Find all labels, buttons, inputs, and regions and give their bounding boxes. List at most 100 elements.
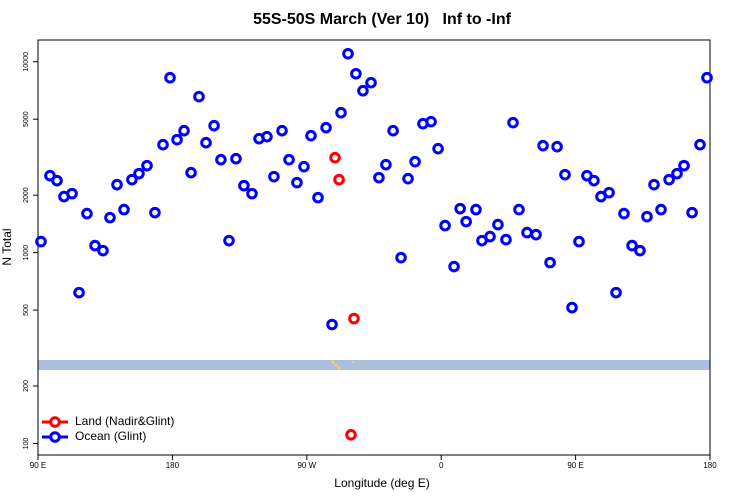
point	[678, 159, 690, 172]
point	[432, 142, 444, 155]
point	[81, 207, 93, 220]
point	[380, 158, 392, 171]
point	[157, 138, 169, 151]
point	[701, 71, 713, 84]
point	[230, 152, 242, 165]
point	[193, 90, 205, 103]
point	[492, 218, 504, 231]
point	[215, 153, 227, 166]
point	[603, 186, 615, 199]
point	[507, 116, 519, 129]
y-tick-label: 10000	[23, 52, 30, 72]
y-tick-label: 2000	[23, 187, 30, 203]
point	[149, 206, 161, 219]
point	[588, 174, 600, 187]
point	[342, 47, 354, 60]
point	[425, 115, 437, 128]
point	[566, 301, 578, 314]
point	[291, 176, 303, 189]
point	[573, 235, 585, 248]
point	[66, 187, 78, 200]
point	[439, 219, 451, 232]
legend-marker	[49, 416, 61, 428]
plot-frame	[37, 39, 711, 456]
point	[51, 174, 63, 187]
point	[118, 203, 130, 216]
x-tick-label: 90 E	[567, 461, 583, 470]
point	[648, 178, 660, 191]
legend-marker	[49, 431, 61, 443]
point	[312, 191, 324, 204]
point	[164, 71, 176, 84]
x-tick-label: 180	[166, 461, 180, 470]
point	[268, 170, 280, 183]
band	[38, 360, 710, 370]
point	[305, 129, 317, 142]
y-tick-label: 100	[23, 438, 30, 450]
point	[618, 207, 630, 220]
point	[261, 130, 273, 143]
point	[365, 76, 377, 89]
point	[373, 171, 385, 184]
point	[671, 167, 683, 180]
point	[200, 136, 212, 149]
point	[126, 173, 138, 186]
point	[333, 173, 345, 186]
point	[454, 202, 466, 215]
point	[460, 215, 472, 228]
point	[530, 228, 542, 241]
point	[663, 173, 675, 186]
point	[223, 234, 235, 247]
x-tick-label: 90 E	[30, 461, 46, 470]
point	[73, 286, 85, 299]
x-tick-label: 0	[439, 461, 444, 470]
point	[387, 124, 399, 137]
point	[350, 67, 362, 80]
point	[97, 244, 109, 257]
point	[35, 235, 47, 248]
point	[634, 244, 646, 257]
point	[641, 210, 653, 223]
point	[298, 160, 310, 173]
point	[348, 312, 360, 325]
legend-label: Ocean (Glint)	[75, 429, 146, 443]
y-tick-label: 5000	[23, 111, 30, 127]
point	[329, 151, 341, 164]
point	[178, 124, 190, 137]
legend-label: Land (Nadir&Glint)	[75, 414, 174, 428]
y-tick-label: 500	[23, 304, 30, 316]
point	[626, 239, 638, 252]
point	[537, 139, 549, 152]
point	[470, 203, 482, 216]
point	[448, 260, 460, 273]
x-axis-label: Longitude (deg E)	[334, 476, 429, 490]
point	[559, 168, 571, 181]
point	[402, 172, 414, 185]
point	[335, 106, 347, 119]
point	[326, 318, 338, 331]
point	[276, 124, 288, 137]
point	[686, 206, 698, 219]
chart-title: 55S-50S March (Ver 10) Inf to -Inf	[253, 11, 512, 28]
point	[111, 178, 123, 191]
point	[513, 203, 525, 216]
point	[133, 167, 145, 180]
point	[655, 203, 667, 216]
y-tick-label: 1000	[23, 245, 30, 261]
y-tick-label: 200	[23, 380, 30, 392]
point	[544, 256, 556, 269]
point	[283, 153, 295, 166]
point	[345, 429, 357, 441]
point	[141, 159, 153, 172]
point	[409, 155, 421, 168]
point	[551, 140, 563, 153]
point	[484, 230, 496, 243]
point	[500, 233, 512, 246]
point	[238, 179, 250, 192]
point	[694, 138, 706, 151]
point	[171, 133, 183, 146]
x-tick-label: 90 W	[297, 461, 316, 470]
point	[395, 251, 407, 264]
point	[246, 187, 258, 200]
point	[104, 211, 116, 224]
